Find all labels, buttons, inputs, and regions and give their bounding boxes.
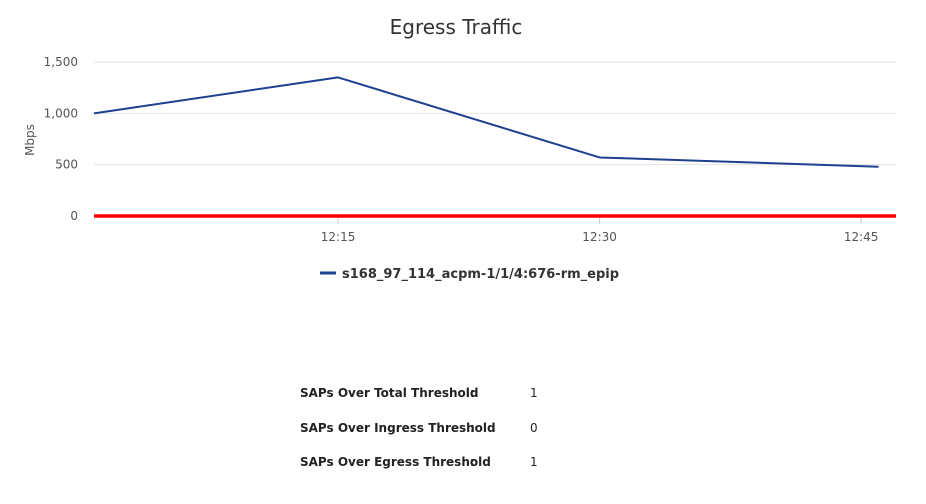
stat-value: 1 xyxy=(530,455,538,469)
stat-label: SAPs Over Ingress Threshold xyxy=(300,420,496,435)
y-axis-label: Mbps xyxy=(23,124,37,156)
series-layer xyxy=(93,76,896,218)
stat-colon: : xyxy=(470,386,475,400)
chart-title: Egress Traffic xyxy=(390,15,523,39)
x-tick-label: 12:30 xyxy=(582,230,617,244)
stat-colon: : xyxy=(470,420,475,435)
legend[interactable]: s168_97_114_acpm-1/1/4:676-rm_epip xyxy=(320,267,619,282)
stat-label: SAPs Over Total Threshold xyxy=(300,386,479,400)
x-tick-label: 12:15 xyxy=(321,230,356,244)
stat-colon: : xyxy=(470,455,475,469)
x-tick-layer: 12:15 12:30 12:45 xyxy=(321,216,879,244)
stat-value: 0 xyxy=(530,420,538,435)
y-tick-label: 1,000 xyxy=(44,106,78,120)
y-tick-label: 1,500 xyxy=(44,55,78,69)
stat-label: SAPs Over Egress Threshold xyxy=(300,455,491,469)
y-tick-label: 500 xyxy=(55,158,78,172)
legend-label[interactable]: s168_97_114_acpm-1/1/4:676-rm_epip xyxy=(342,267,619,282)
stat-value: 1 xyxy=(530,386,538,400)
y-tick-label: 0 xyxy=(70,209,78,223)
series-line[interactable] xyxy=(93,76,879,168)
x-tick-label: 12:45 xyxy=(844,230,879,244)
egress-traffic-chart: Egress Traffic Mbps 0 500 1,000 1,500 12:15… xyxy=(23,15,896,282)
y-tick-layer: 0 500 1,000 1,500 xyxy=(44,55,78,223)
grid-layer xyxy=(94,61,896,166)
